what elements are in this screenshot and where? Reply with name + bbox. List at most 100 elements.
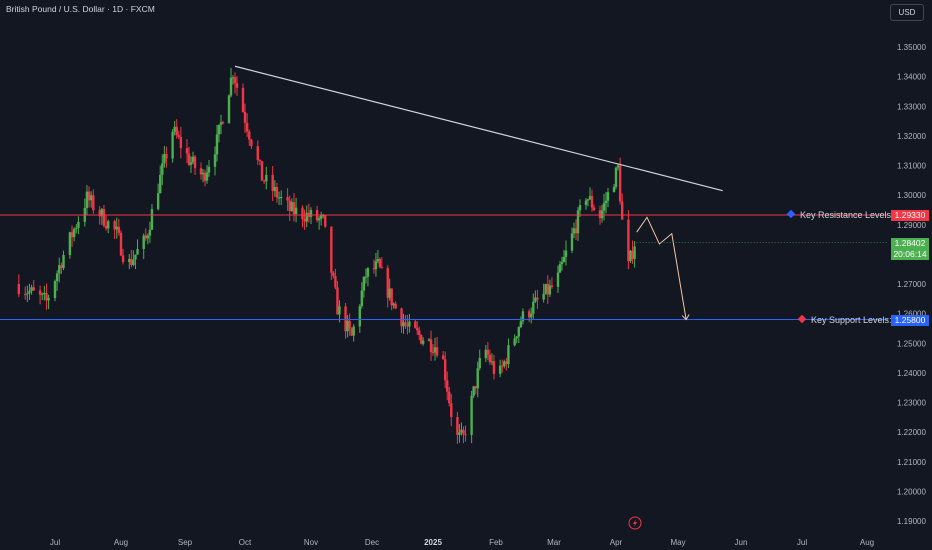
currency-selector[interactable]: USD: [890, 4, 924, 21]
candle-body: [121, 255, 125, 263]
candle-body: [360, 290, 364, 307]
candle-body: [602, 203, 606, 211]
candle-body: [115, 226, 118, 230]
candle-body: [414, 321, 417, 328]
candle-body: [392, 303, 395, 306]
candle-body: [229, 77, 233, 96]
candle-body: [576, 210, 580, 234]
candle-body: [68, 232, 72, 255]
candle-body: [633, 246, 636, 259]
candle-body: [488, 354, 492, 363]
candle-body: [458, 432, 461, 435]
candle-body: [62, 254, 65, 269]
price-tick-label: 1.27000: [897, 280, 926, 289]
candle-body: [292, 202, 296, 215]
support-label-text: Key Support Levels:: [811, 315, 892, 325]
projection-path[interactable]: [636, 216, 687, 320]
candle-body: [273, 187, 277, 192]
time-axis[interactable]: Jul Aug Sep Oct Nov Dec 2025 Feb Mar Apr May Jun Jul…: [50, 538, 874, 547]
candle-body: [241, 87, 245, 113]
candle-body: [317, 218, 321, 221]
candle-body: [441, 355, 445, 360]
candle-body: [470, 395, 473, 435]
price-tick-label: 1.30000: [897, 191, 926, 200]
candle-body: [388, 288, 391, 298]
candle-body: [265, 174, 268, 182]
candle-body: [631, 250, 634, 259]
blue-diamond-icon: [786, 209, 796, 219]
price-tick-label: 1.21000: [897, 458, 926, 467]
candle-body: [556, 272, 560, 287]
candle-body: [548, 285, 552, 295]
candle-body: [332, 272, 335, 277]
trendline[interactable]: [234, 65, 723, 192]
candle-body: [598, 210, 602, 219]
candle-body: [564, 250, 568, 257]
candle-body: [390, 288, 393, 306]
candle-body: [245, 122, 249, 132]
candle-body: [431, 351, 435, 353]
candle-body: [235, 83, 239, 88]
candle-body: [532, 301, 535, 314]
price-axis[interactable]: 1.35000 1.34000 1.33000 1.32000 1.31000 1.300…: [897, 43, 926, 526]
price-tick-label: 1.34000: [897, 73, 926, 82]
candle-body: [43, 292, 46, 294]
candle-body: [165, 154, 168, 159]
candle-body: [344, 306, 347, 332]
candle-body: [404, 322, 407, 325]
time-tick-label: Jun: [735, 538, 748, 547]
candle-body: [322, 215, 325, 217]
price-tick-label: 1.20000: [897, 487, 926, 496]
candle-body: [148, 229, 152, 236]
resistance-price-tag: 1.29330: [891, 210, 929, 221]
support-price-tag: 1.25800: [891, 315, 929, 326]
time-tick-label: Jul: [50, 538, 60, 547]
candle-body: [171, 131, 174, 159]
candle-body: [374, 261, 378, 270]
candle-body: [550, 285, 554, 287]
projection-arrowhead: [681, 314, 690, 321]
candle-body: [484, 349, 488, 359]
candle-body: [448, 391, 451, 404]
candle-body: [366, 268, 370, 277]
time-tick-label: Aug: [860, 538, 874, 547]
candle-body: [460, 429, 463, 433]
candle-body: [248, 131, 251, 140]
candle-body: [146, 235, 150, 239]
candle-body: [250, 139, 253, 147]
price-tick-label: 1.31000: [897, 162, 926, 171]
last-price-value: 1.28402: [894, 238, 926, 248]
candle-body: [92, 195, 95, 211]
resistance-label: Key Resistance Levels:: [786, 209, 894, 220]
candle-body: [546, 284, 549, 295]
candle-body: [435, 347, 439, 356]
resistance-label-text: Key Resistance Levels:: [800, 210, 894, 220]
candle-body: [362, 276, 366, 291]
candle-body: [402, 322, 405, 327]
candle-body: [612, 186, 616, 193]
candle-body: [38, 290, 42, 295]
candle-body: [421, 340, 425, 344]
price-tick-label: 1.22000: [897, 428, 926, 437]
candle-body: [456, 417, 459, 435]
price-tick-label: 1.24000: [897, 369, 926, 378]
candle-body: [156, 193, 160, 210]
lightning-icon[interactable]: [628, 516, 642, 530]
candle-body: [185, 148, 189, 154]
candle-body: [478, 358, 481, 369]
candle-body: [72, 228, 76, 238]
price-tick-label: 1.19000: [897, 517, 926, 526]
candle-body: [243, 112, 247, 123]
last-price-tag: 1.28402 20:06:14: [891, 238, 929, 260]
symbol-title[interactable]: British Pound / U.S. Dollar · 1D · FXCM: [6, 4, 155, 14]
candle-body: [503, 361, 506, 367]
candle-body: [205, 172, 209, 181]
candle-body: [32, 287, 35, 291]
candle-body: [604, 200, 608, 204]
candle-body: [616, 165, 620, 168]
candle-body: [534, 297, 537, 302]
candle-body: [578, 205, 582, 211]
price-tick-label: 1.25000: [897, 339, 926, 348]
candle-body: [256, 146, 259, 160]
